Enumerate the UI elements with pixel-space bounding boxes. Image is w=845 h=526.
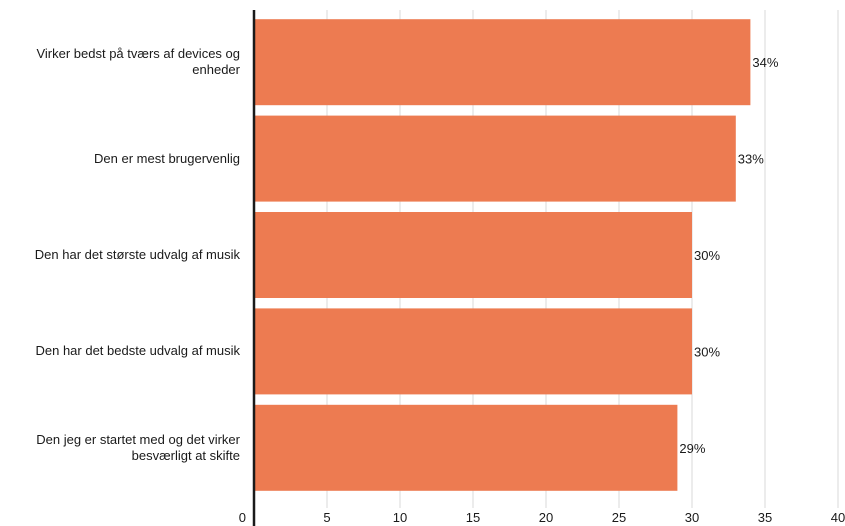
bar-3 xyxy=(254,308,692,395)
bar-2 xyxy=(254,212,692,298)
category-label-0: Virker bedst på tværs af devices og enhe… xyxy=(36,46,240,78)
data-label-1: 33% xyxy=(738,152,764,167)
data-label-4: 29% xyxy=(679,441,705,456)
category-label-4: Den jeg er startet med og det virker bes… xyxy=(36,431,240,463)
bar-0 xyxy=(254,19,751,106)
x-tick-label-8: 40 xyxy=(831,510,845,525)
x-tick-label-7: 35 xyxy=(758,510,772,525)
x-tick-label-2: 10 xyxy=(393,510,407,525)
x-tick-label-1: 5 xyxy=(323,510,330,525)
category-label-1: Den er mest brugervenlig xyxy=(94,150,240,166)
x-tick-label-5: 25 xyxy=(612,510,626,525)
x-tick-label-6: 30 xyxy=(685,510,699,525)
x-tick-label-0: 0 xyxy=(239,510,246,525)
data-label-0: 34% xyxy=(752,55,778,70)
x-tick-label-3: 15 xyxy=(466,510,480,525)
category-label-2: Den har det største udvalg af musik xyxy=(34,247,240,262)
bar-4 xyxy=(254,404,678,491)
x-tick-label-4: 20 xyxy=(539,510,553,525)
bar-1 xyxy=(254,115,736,202)
category-label-3: Den har det bedste udvalg af musik xyxy=(35,343,240,359)
data-label-3: 30% xyxy=(694,344,720,359)
data-label-2: 30% xyxy=(694,248,720,263)
